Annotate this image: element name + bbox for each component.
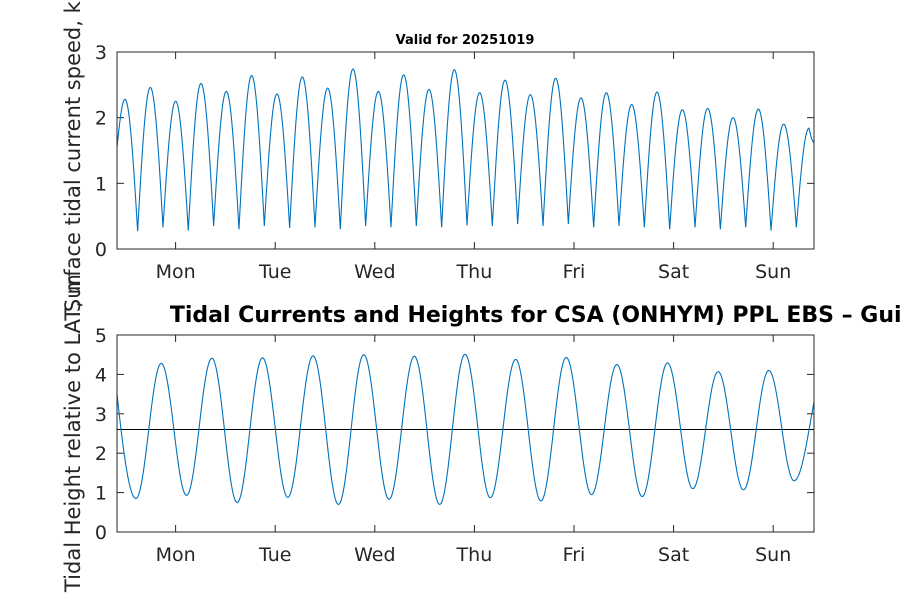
height-xtick-label-tue: Tue xyxy=(258,544,291,566)
speed-ytick-label: 3 xyxy=(95,42,107,64)
speed-panel: 0 1 2 3 Mon Tue Wed Thu Fri Sat Sun Valid for 202… xyxy=(61,0,815,312)
height-axes-background xyxy=(117,335,814,532)
height-ytick-label: 3 xyxy=(95,404,107,426)
height-y-axis-label: Tidal Height relative to LAT, m xyxy=(61,274,85,593)
height-panel: 0 1 2 3 4 5 Mon Tue Wed Thu Fri Sat Sun Tidal Heigh… xyxy=(61,274,815,593)
speed-axes-background xyxy=(117,52,814,249)
main-chart-title: Tidal Currents and Heights for CSA (ONHY… xyxy=(170,303,900,328)
speed-ytick-label: 0 xyxy=(95,239,107,261)
speed-ytick-label: 1 xyxy=(95,173,107,195)
height-ytick-labels: 0 1 2 3 4 5 xyxy=(95,325,107,544)
speed-xtick-label-thu: Thu xyxy=(456,261,493,283)
height-xtick-label-sat: Sat xyxy=(658,544,689,566)
height-ytick-label: 0 xyxy=(95,522,107,544)
height-ytick-label: 5 xyxy=(95,325,107,347)
speed-xtick-label-sun: Sun xyxy=(755,261,791,283)
height-ytick-label: 2 xyxy=(95,443,107,465)
height-ytick-label: 1 xyxy=(95,483,107,505)
speed-xtick-label-mon: Mon xyxy=(156,261,196,283)
speed-xtick-label-wed: Wed xyxy=(354,261,395,283)
speed-axes-box xyxy=(116,51,815,250)
height-xtick-label-thu: Thu xyxy=(456,544,493,566)
height-ytick-label: 4 xyxy=(95,364,107,386)
height-xtick-label-fri: Fri xyxy=(563,544,586,566)
speed-ytick-labels: 0 1 2 3 xyxy=(95,42,107,261)
speed-xtick-label-fri: Fri xyxy=(563,261,586,283)
height-axes-box xyxy=(116,334,815,533)
height-xtick-labels: Mon Tue Wed Thu Fri Sat Sun xyxy=(156,544,792,566)
speed-xtick-label-sat: Sat xyxy=(658,261,689,283)
height-xtick-label-mon: Mon xyxy=(156,544,196,566)
height-xtick-label-wed: Wed xyxy=(354,544,395,566)
speed-chart-title: Valid for 20251019 xyxy=(396,33,535,48)
height-series-line xyxy=(116,353,815,506)
speed-xtick-labels: Mon Tue Wed Thu Fri Sat Sun xyxy=(156,261,792,283)
speed-series-line xyxy=(116,68,815,232)
speed-ytick-label: 2 xyxy=(95,108,107,130)
speed-y-axis-label: Surface tidal current speed, kn xyxy=(61,0,85,312)
speed-xtick-label-tue: Tue xyxy=(258,261,291,283)
height-xtick-label-sun: Sun xyxy=(755,544,791,566)
